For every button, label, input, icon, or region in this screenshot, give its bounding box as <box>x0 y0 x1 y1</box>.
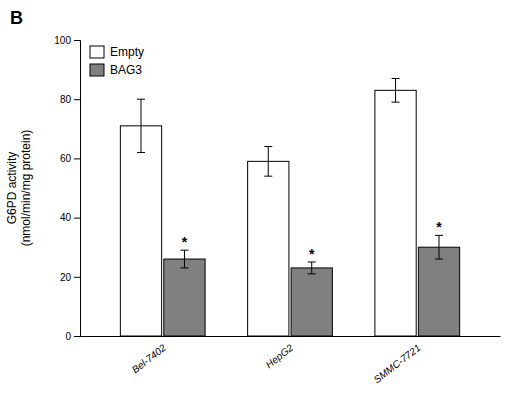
y-axis-line <box>74 41 81 337</box>
error-bar-line <box>311 262 312 274</box>
error-bar <box>392 78 400 102</box>
error-bar-cap <box>137 152 145 153</box>
y-tick-label: 40 <box>60 212 72 223</box>
y-tick-mark <box>74 99 80 100</box>
bar <box>291 268 332 336</box>
legend-label: Empty <box>110 45 144 59</box>
annotation: * <box>182 234 188 250</box>
x-tick-label: Bel-7402 <box>130 342 169 376</box>
y-tick-mark <box>74 158 80 159</box>
error-bar-cap <box>435 259 443 260</box>
error-bar-cap <box>264 146 272 147</box>
error-bar-line <box>439 235 440 259</box>
error-bar-cap <box>392 102 400 103</box>
error-bar-cap <box>264 176 272 177</box>
x-tick: SMMC-7721 <box>371 336 422 385</box>
error-bar-line <box>140 99 141 152</box>
y-tick-label: 20 <box>60 272 72 283</box>
y-tick-mark <box>74 218 80 219</box>
legend-swatch <box>90 46 104 58</box>
error-bar-cap <box>392 78 400 79</box>
error-bar <box>264 147 272 177</box>
annotations: * * * <box>182 219 443 262</box>
y-tick: 100 <box>54 35 80 46</box>
x-tick: HepG2 <box>263 336 295 370</box>
y-tick-mark <box>74 40 80 41</box>
annotation: * <box>436 219 442 235</box>
marks <box>120 78 459 336</box>
legend: Empty BAG3 <box>90 45 144 77</box>
bar <box>164 259 205 336</box>
y-tick: 80 <box>60 94 80 105</box>
y-tick-mark <box>74 277 80 278</box>
y-tick: 40 <box>60 212 80 223</box>
bar <box>120 126 161 336</box>
error-bar-cap <box>137 99 145 100</box>
error-bar-cap <box>180 267 188 268</box>
y-axis-title: G6PD activity(nmol/min/mg protein) <box>5 130 33 247</box>
error-bar <box>435 235 443 259</box>
error-bar-line <box>395 78 396 102</box>
y-tick-label: 80 <box>60 94 72 105</box>
bar <box>248 161 289 336</box>
error-bar-line <box>184 250 185 268</box>
legend-item: BAG3 <box>90 63 142 77</box>
chart: 0 20 40 60 80 100 Bel-7402 HepG2 SMMC-7721 * * * Emp… <box>0 0 520 411</box>
error-bar-cap <box>308 273 316 274</box>
y-tick-label: 60 <box>60 153 72 164</box>
x-tick-label: SMMC-7721 <box>371 342 422 385</box>
bar-series <box>120 78 416 336</box>
legend-item: Empty <box>90 45 144 59</box>
title: B <box>10 8 23 28</box>
legend-swatch <box>90 64 104 76</box>
bar-series <box>164 235 460 336</box>
x-tick-label: HepG2 <box>263 342 295 370</box>
error-bar-line <box>268 147 269 177</box>
y-tick-label: 100 <box>54 35 71 46</box>
y-tick-label: 0 <box>65 331 71 342</box>
plot: 0 20 40 60 80 100 Bel-7402 HepG2 SMMC-7721 * * * Emp… <box>54 35 500 386</box>
y-tick: 0 <box>65 331 80 342</box>
y-tick: 20 <box>60 272 80 283</box>
x-axis: Bel-7402 HepG2 SMMC-7721 <box>81 336 501 385</box>
bar <box>418 247 459 336</box>
x-tick: Bel-7402 <box>130 336 169 375</box>
y-axis: 0 20 40 60 80 100 <box>54 35 80 342</box>
error-bar <box>308 262 316 274</box>
error-bar <box>137 99 145 152</box>
legend-label: BAG3 <box>110 63 142 77</box>
y-tick: 60 <box>60 153 80 164</box>
annotation: * <box>309 246 315 262</box>
error-bar <box>180 250 188 268</box>
y-tick-mark <box>74 336 80 337</box>
bar <box>375 90 416 336</box>
x-axis-line <box>81 336 501 337</box>
